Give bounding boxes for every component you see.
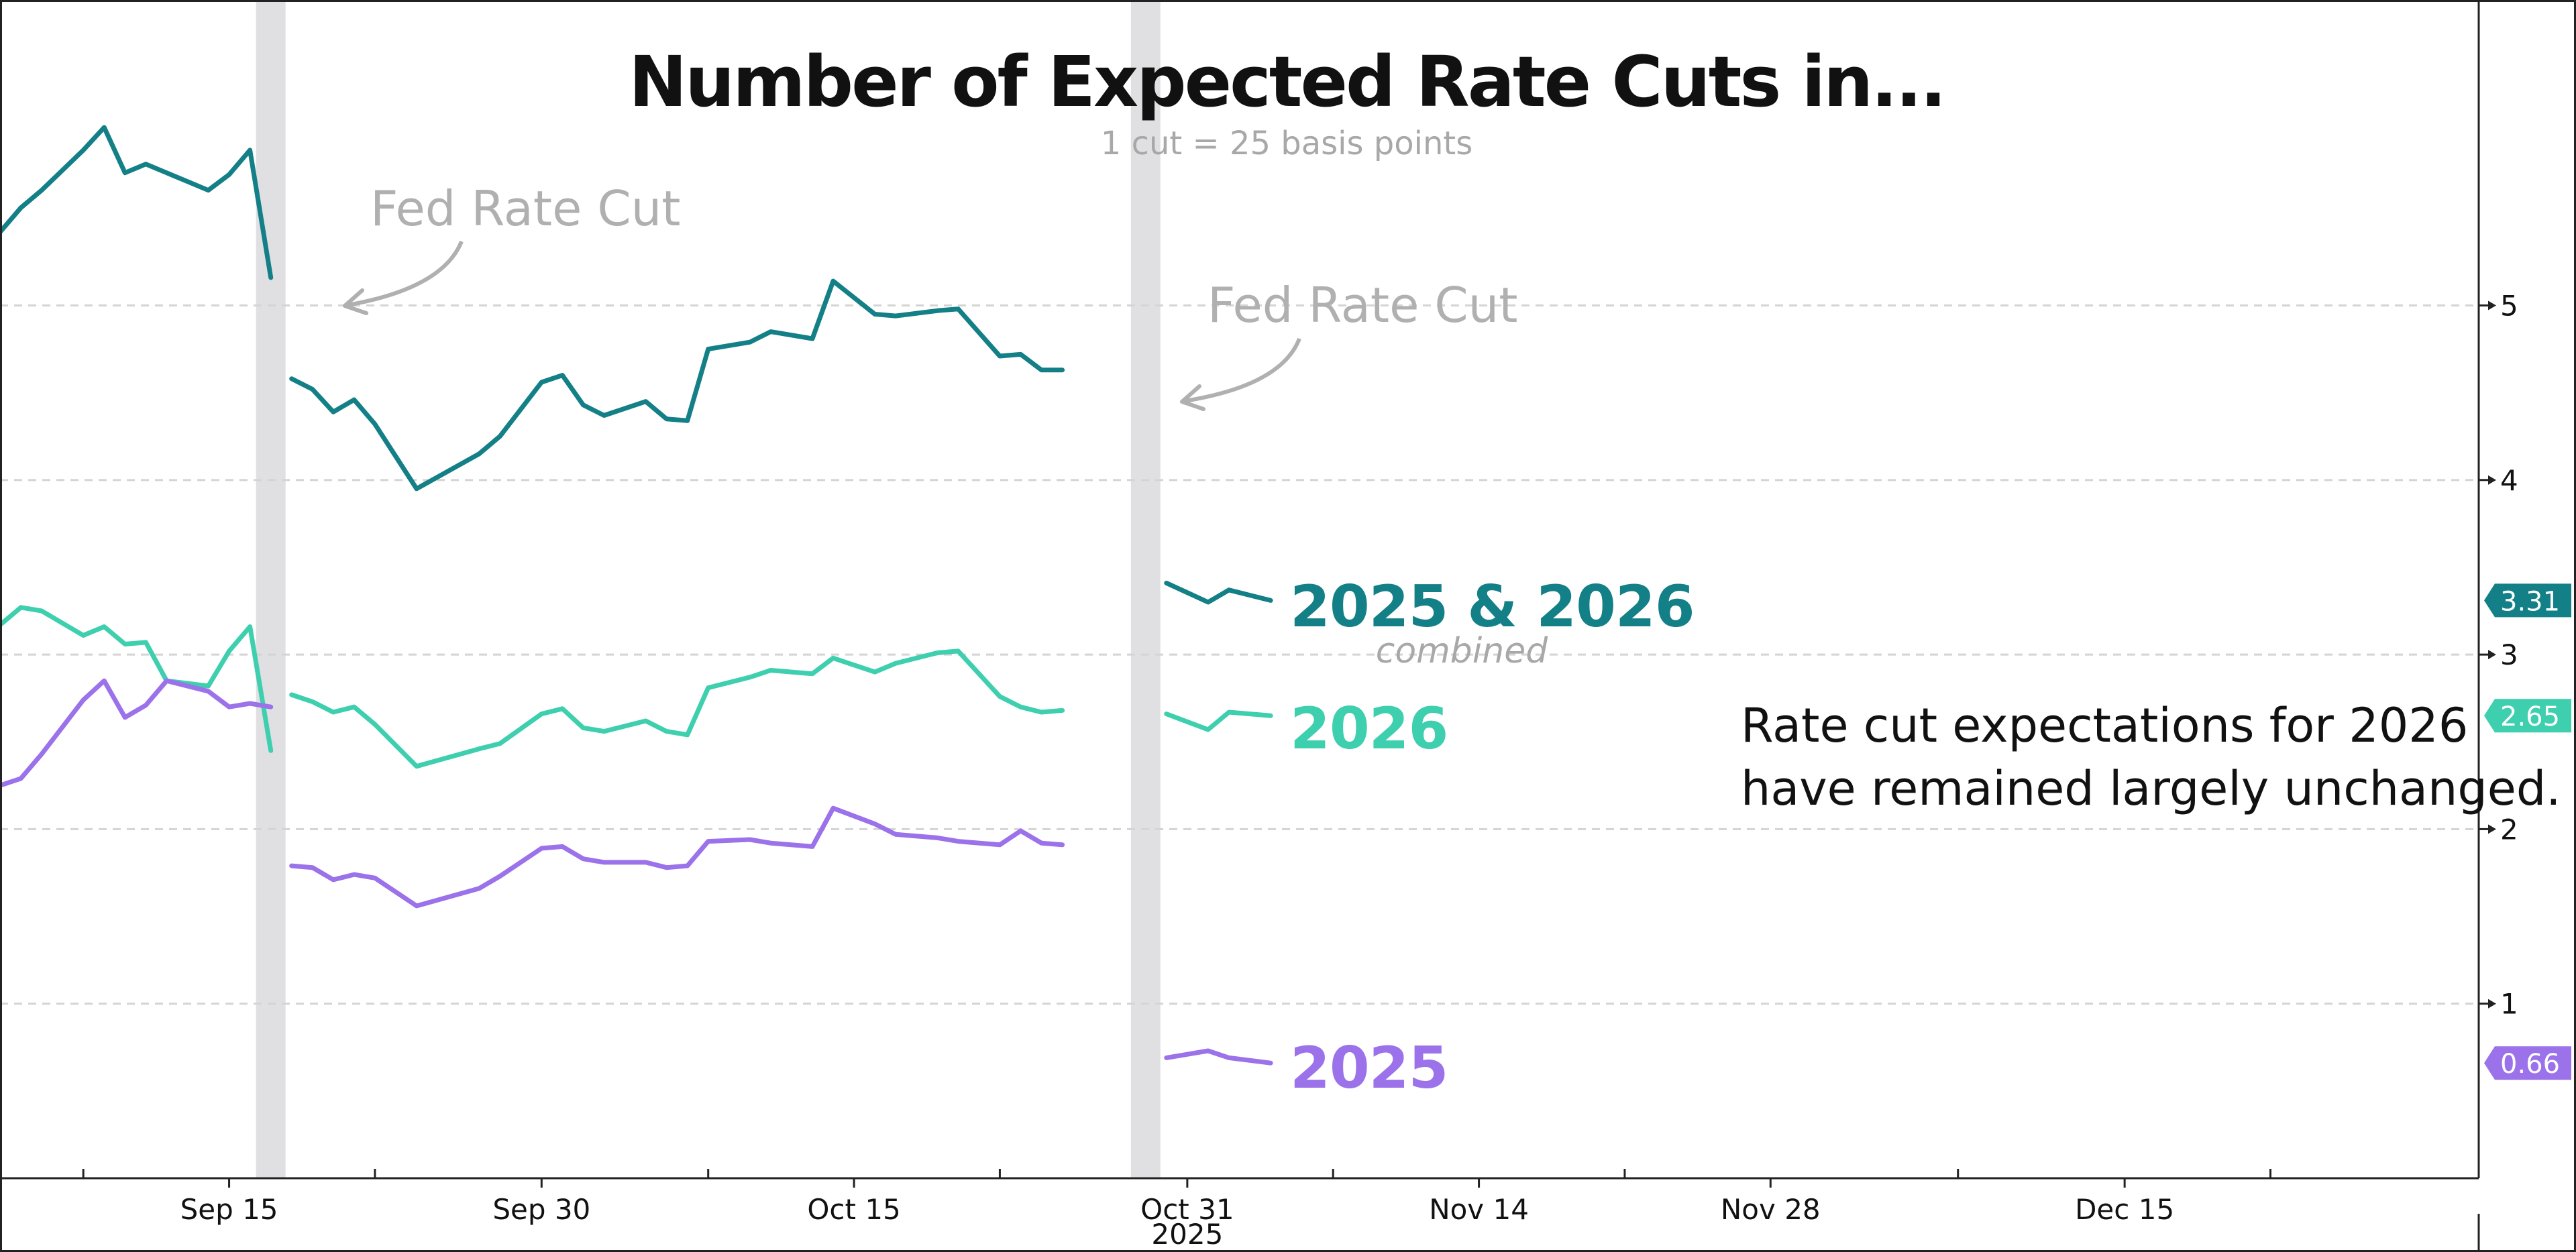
series-label-2025-2026: 2025 & 2026 bbox=[1290, 573, 1695, 640]
x-tick-label: Oct 31 bbox=[1140, 1193, 1234, 1226]
x-year-label: 2025 bbox=[1151, 1218, 1223, 1251]
fed-rate-cut-label: Fed Rate Cut bbox=[370, 180, 680, 237]
note-line-2: have remained largely unchanged. bbox=[1741, 761, 2561, 816]
arrow-head bbox=[343, 288, 368, 315]
last-value-label: 2.65 bbox=[2500, 701, 2560, 732]
series-label-2026: 2026 bbox=[1290, 695, 1448, 762]
chart-subtitle: 1 cut = 25 basis points bbox=[1101, 125, 1472, 162]
x-tick-label: Nov 28 bbox=[1721, 1193, 1821, 1226]
x-tick-label: Sep 15 bbox=[180, 1193, 278, 1226]
x-tick-label: Sep 30 bbox=[492, 1193, 590, 1226]
fed-rate-cut-arrow bbox=[347, 240, 464, 307]
series-line bbox=[1164, 580, 1273, 605]
series-line bbox=[1164, 709, 1273, 732]
y-tick-arrow bbox=[2488, 999, 2496, 1009]
series-line bbox=[0, 125, 274, 280]
last-value-badges: 3.31 2.65 0.66 bbox=[2484, 583, 2571, 1080]
fed-rate-cut-arrow bbox=[1184, 337, 1301, 403]
series-line bbox=[289, 805, 1065, 909]
y-tick-arrow bbox=[2488, 824, 2496, 834]
x-tick-label: Dec 15 bbox=[2075, 1193, 2174, 1226]
series-line bbox=[289, 648, 1065, 769]
x-axis-ticks: Sep 15 Sep 30 Oct 15 Oct 31 Nov 14 Nov 28 Dec … bbox=[82, 1169, 2271, 1251]
series-line bbox=[0, 605, 274, 753]
y-tick-label: 2 bbox=[2500, 813, 2518, 846]
fed-cut-band bbox=[256, 0, 286, 1178]
chart-title: Number of Expected Rate Cuts in... bbox=[629, 41, 1945, 123]
fed-cut-band bbox=[1130, 0, 1161, 1178]
last-value-badge bbox=[2484, 1046, 2571, 1080]
last-value-label: 3.31 bbox=[2500, 586, 2560, 617]
y-tick-arrow bbox=[2488, 650, 2496, 660]
x-tick-label: Oct 15 bbox=[807, 1193, 900, 1226]
series-label-2025: 2025 bbox=[1290, 1035, 1448, 1102]
series-lines bbox=[0, 125, 1273, 1066]
y-axis-ticks: 1 2 3 4 5 bbox=[2479, 290, 2518, 1021]
fed-rate-cut-label: Fed Rate Cut bbox=[1208, 277, 1517, 333]
series-line bbox=[289, 278, 1065, 492]
y-tick-label: 4 bbox=[2500, 464, 2518, 497]
note-line-1: Rate cut expectations for 2026 bbox=[1741, 698, 2468, 753]
y-tick-arrow bbox=[2488, 300, 2496, 310]
last-value-badge bbox=[2484, 699, 2571, 733]
last-value-badge bbox=[2484, 583, 2571, 618]
y-tick-label: 3 bbox=[2500, 638, 2518, 671]
x-tick-label: Nov 14 bbox=[1429, 1193, 1529, 1226]
gridlines bbox=[0, 304, 2479, 1005]
series-line bbox=[0, 678, 274, 788]
series-line bbox=[1164, 1048, 1273, 1066]
y-tick-label: 5 bbox=[2500, 290, 2518, 323]
arrow-head bbox=[1180, 384, 1205, 411]
combined-note: combined bbox=[1376, 631, 1548, 671]
y-tick-label: 1 bbox=[2500, 988, 2518, 1021]
y-tick-arrow bbox=[2488, 475, 2496, 485]
last-value-label: 0.66 bbox=[2500, 1049, 2560, 1080]
fed-cut-bands bbox=[256, 0, 1161, 1178]
